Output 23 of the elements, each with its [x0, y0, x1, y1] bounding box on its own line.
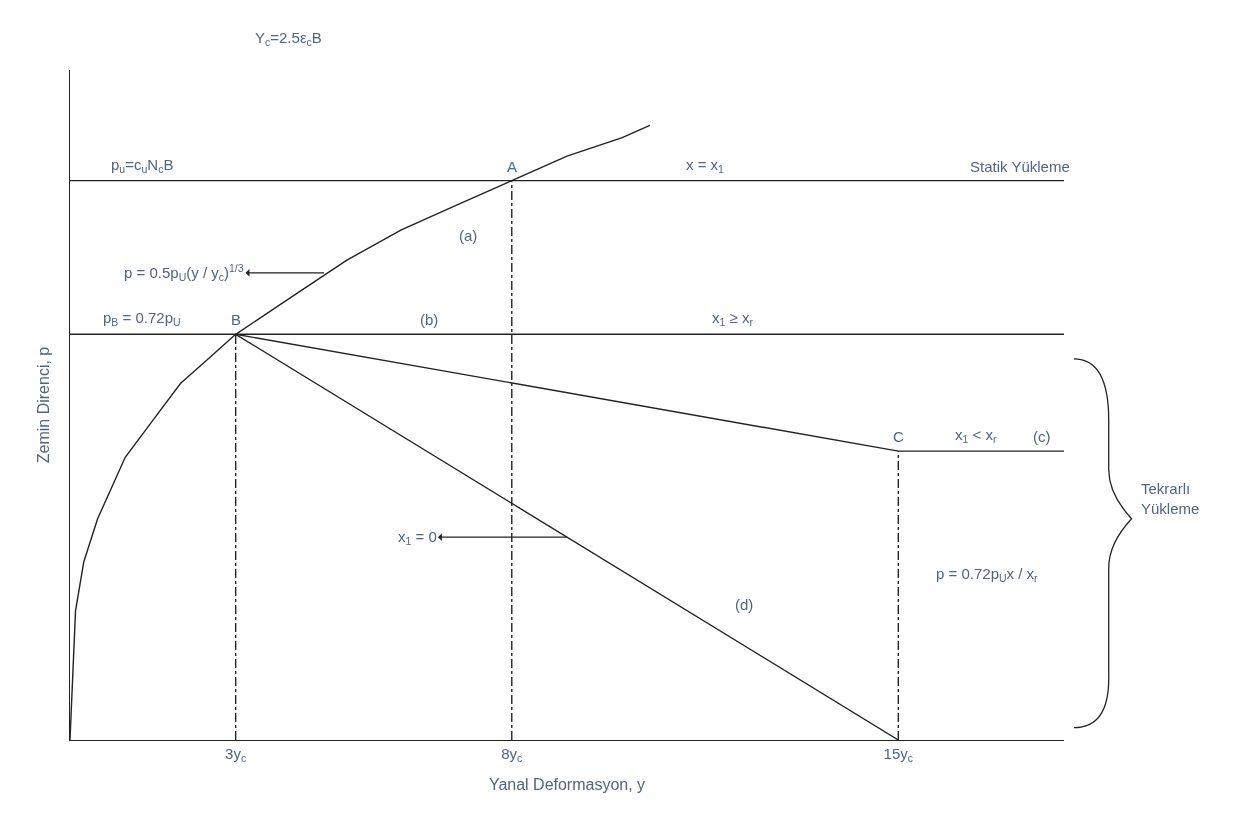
text: Y$_{c}$=2.5ε$_{c}$B	[255, 29, 322, 49]
annotation: p$_{B}$ = 0.72p$_{U}$	[103, 309, 181, 329]
y-axis-title: Zemin Direnci, p	[34, 346, 52, 464]
annotation: (b)	[420, 311, 439, 328]
annotation: B	[231, 311, 242, 328]
x-tick-label: 15y$_{c}$	[883, 745, 914, 765]
x-tick-label: 8y$_{c}$	[501, 745, 523, 765]
annotation: x$_{1}$ < x$_{r}$	[955, 426, 997, 446]
annotation: Statik Yükleme	[970, 158, 1070, 175]
annotation: A	[507, 158, 518, 175]
annotation: p = 0.72p$_{U}$x / x$_{r}$	[936, 565, 1039, 585]
x-axis-title: Yanal Deformasyon, y	[488, 775, 646, 793]
annotation: x = x$_{1}$	[686, 156, 725, 176]
annotation: x$_{1}$ = 0	[398, 528, 437, 548]
annotation: p$_{u}$=c$_{u}$N$_{c}$B	[111, 156, 174, 176]
text: Tekrarlı Yükleme	[1141, 480, 1200, 517]
x-tick-label: 3y$_{c}$	[225, 745, 247, 765]
annotation: (c)	[1033, 428, 1051, 445]
annotation: x$_{1}$ ≥ x$_{r}$	[712, 309, 754, 329]
annotation: (a)	[459, 227, 478, 244]
annotation: p = 0.5p$_{U}$(y / y$_{c}$)$^{1/3}$	[124, 262, 244, 284]
annotation: (d)	[735, 596, 754, 613]
annotation: C	[893, 428, 904, 445]
